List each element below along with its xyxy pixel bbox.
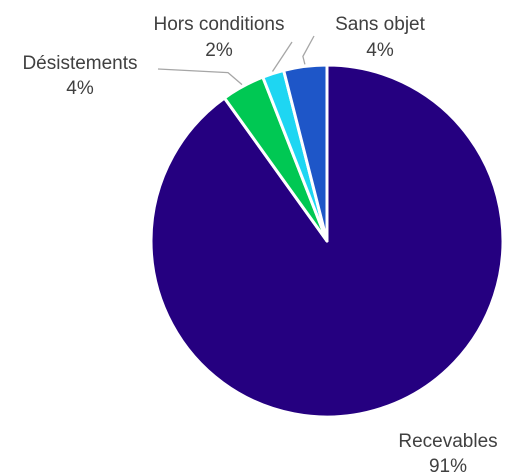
pie-slice-recevables bbox=[149, 63, 505, 419]
leader-hors-conditions bbox=[271, 41, 293, 72]
slice-label-hors-conditions-name: Hors conditions bbox=[154, 14, 285, 35]
slice-label-desistements-name: Désistements bbox=[22, 53, 137, 74]
leader-sans-objet bbox=[302, 35, 315, 65]
slice-label-recevables-value: 91% bbox=[429, 456, 467, 475]
slice-label-sans-objet-value: 4% bbox=[366, 40, 394, 61]
slice-label-recevables-name: Recevables bbox=[398, 431, 497, 452]
slice-label-hors-conditions-value: 2% bbox=[205, 40, 233, 61]
pie-slice-sans-objet bbox=[282, 63, 329, 243]
slice-label-desistements-value: 4% bbox=[66, 78, 94, 99]
leader-lines bbox=[157, 35, 315, 86]
pie-slices bbox=[149, 63, 505, 419]
leader-desistements bbox=[157, 68, 243, 86]
slice-label-sans-objet-name: Sans objet bbox=[335, 14, 426, 35]
